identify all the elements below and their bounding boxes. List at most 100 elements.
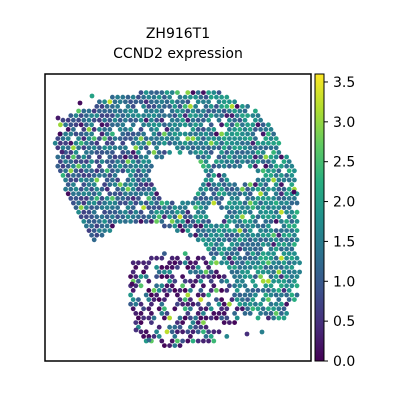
- spot-point: [182, 113, 188, 118]
- spot-point: [182, 104, 188, 109]
- spot-point: [253, 182, 258, 188]
- spot-point: [260, 269, 266, 275]
- spot-point: [188, 140, 193, 146]
- spot-point: [154, 265, 160, 270]
- spot-point: [128, 209, 134, 215]
- spot-point: [206, 228, 212, 234]
- spot-point: [128, 200, 134, 206]
- spot-point: [112, 99, 118, 105]
- spot-point: [271, 306, 276, 312]
- spot-point: [154, 136, 160, 142]
- spot-point: [258, 182, 263, 188]
- spot-point: [211, 90, 217, 95]
- spot-point: [229, 214, 235, 220]
- spot-point: [294, 283, 300, 289]
- spot-point: [133, 283, 139, 289]
- spot-point: [169, 126, 175, 132]
- spot-point: [276, 150, 282, 155]
- spot-point: [240, 122, 245, 128]
- spot-point: [271, 196, 276, 201]
- spot-point: [273, 255, 279, 261]
- spot-point: [255, 315, 261, 321]
- spot-point: [154, 292, 160, 298]
- spot-point: [253, 219, 258, 224]
- spot-point: [245, 113, 251, 118]
- spot-point: [65, 136, 71, 142]
- spot-point: [104, 214, 110, 220]
- spot-point: [188, 150, 193, 155]
- colorbar-tick-label: 1.0: [333, 274, 355, 290]
- spot-point: [224, 214, 230, 220]
- spot-point: [271, 278, 276, 284]
- spot-point: [219, 260, 225, 266]
- spot-point: [266, 186, 271, 192]
- spot-point: [185, 255, 191, 261]
- spot-point: [208, 232, 214, 238]
- spot-point: [110, 205, 115, 211]
- spot-point: [102, 228, 107, 234]
- spot-point: [175, 219, 180, 224]
- spot-point: [203, 168, 209, 174]
- spot-point: [104, 122, 110, 128]
- spot-point: [273, 292, 279, 298]
- spot-point: [260, 122, 266, 128]
- spot-point: [276, 232, 282, 238]
- spot-point: [71, 173, 76, 178]
- spot-point: [250, 223, 256, 229]
- spot-point: [154, 219, 160, 224]
- spot-point: [260, 260, 266, 266]
- spot-point: [216, 237, 222, 243]
- spot-point: [279, 191, 284, 197]
- spot-point: [149, 301, 154, 307]
- spot-point: [128, 108, 134, 114]
- spot-point: [193, 150, 199, 155]
- spot-point: [172, 140, 178, 146]
- spot-point: [247, 246, 253, 252]
- spot-point: [255, 159, 261, 165]
- spot-point: [107, 126, 113, 132]
- spot-point: [234, 251, 240, 256]
- spot-point: [97, 136, 102, 142]
- spot-point: [123, 182, 128, 188]
- spot-point: [260, 278, 266, 284]
- spot-point: [172, 324, 178, 330]
- spot-point: [112, 163, 118, 169]
- spot-point: [65, 117, 71, 123]
- spot-point: [143, 136, 149, 142]
- spot-point: [247, 154, 253, 160]
- spot-point: [172, 205, 178, 211]
- spot-point: [91, 126, 97, 132]
- spot-point: [292, 232, 297, 238]
- spot-point: [133, 154, 139, 160]
- spot-point: [255, 214, 261, 220]
- spot-point: [234, 306, 240, 312]
- spot-point: [214, 186, 219, 192]
- spot-point: [110, 159, 115, 165]
- spot-point: [216, 274, 222, 279]
- spot-point: [117, 209, 123, 215]
- spot-point: [146, 140, 152, 146]
- spot-point: [224, 223, 230, 229]
- spot-point: [253, 117, 258, 123]
- spot-point: [169, 136, 175, 142]
- spot-point: [263, 265, 269, 270]
- spot-point: [136, 131, 141, 137]
- spot-point: [138, 117, 144, 123]
- chart-title-line1: ZH916T1: [146, 26, 210, 42]
- spot-point: [107, 228, 113, 234]
- spot-point: [86, 200, 92, 206]
- spot-point: [146, 337, 152, 343]
- spot-point: [234, 159, 240, 165]
- spot-point: [292, 251, 297, 256]
- spot-point: [185, 292, 191, 298]
- spot-point: [102, 173, 107, 178]
- spot-point: [258, 301, 263, 307]
- spot-point: [258, 145, 263, 151]
- spot-point: [99, 214, 105, 220]
- spot-point: [203, 104, 209, 109]
- spot-point: [268, 237, 274, 243]
- spot-point: [143, 200, 149, 206]
- spot-point: [89, 214, 94, 220]
- spot-point: [237, 246, 243, 252]
- spot-point: [151, 186, 157, 192]
